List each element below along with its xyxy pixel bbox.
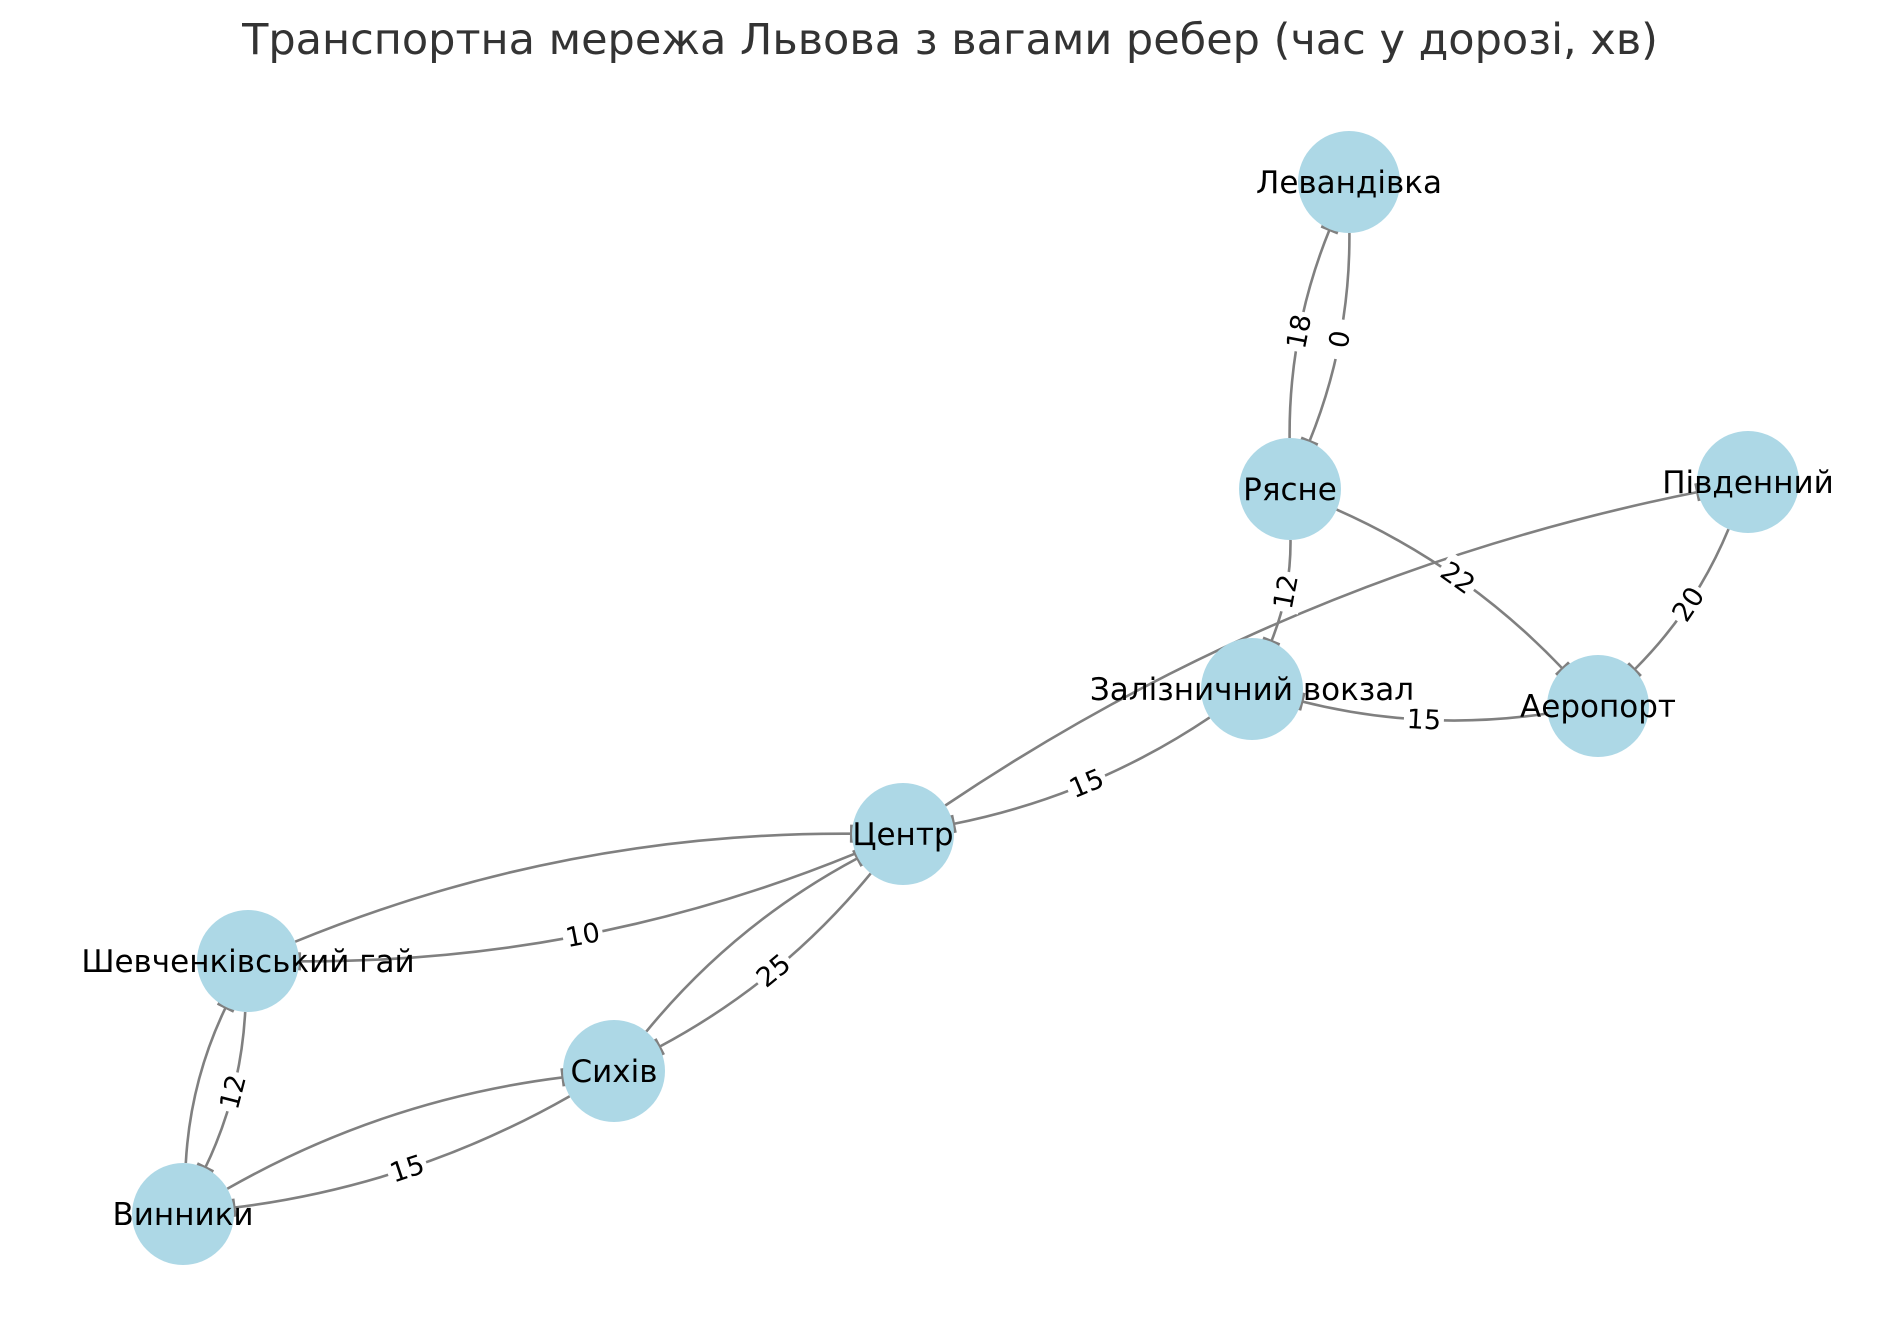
edge-weight-sykhiv-to-vynnyky: 15	[382, 1145, 432, 1191]
edge-weight-levandivka-to-riasne: 0	[1318, 316, 1360, 363]
node-label-vokzal: Залізничний вокзал	[1090, 672, 1414, 708]
edge-shevchenko-to-center	[294, 832, 853, 943]
node-label-pivdennyi: Південний	[1662, 465, 1834, 501]
node-label-sykhiv: Сихів	[570, 1054, 657, 1090]
edge-weight-vokzal-to-center: 15	[1061, 759, 1112, 807]
edge-weight-text: 15	[1406, 704, 1442, 737]
edge-weight-pivdennyi-to-airport: 20	[1662, 577, 1713, 630]
node-label-levandivka: Левандівка	[1256, 165, 1442, 201]
arrowhead-vokzal-to-center	[949, 814, 957, 834]
edge-weight-background	[1318, 316, 1360, 363]
edge-weight-text: 22	[1434, 556, 1480, 601]
edge-weight-riasne-to-vokzal: 12	[1264, 568, 1306, 615]
edge-weight-text: 12	[1268, 572, 1305, 612]
edge-weight-background	[1662, 577, 1713, 630]
node-riasne	[1239, 438, 1341, 540]
arrowhead-pivdennyi-to-airport	[1626, 662, 1642, 678]
edges-layer	[184, 223, 1730, 1217]
edge-vynnyky-to-sykhiv	[226, 1076, 564, 1190]
edge-weight-background	[382, 1145, 432, 1191]
edge-weight-background	[1277, 308, 1319, 355]
edge-center-to-pivdennyi	[944, 490, 1699, 807]
edge-weight-center-to-sykhiv: 25	[746, 944, 800, 996]
edge-weight-background	[1432, 551, 1485, 603]
edge-weight-text: 20	[1666, 582, 1711, 628]
node-vokzal	[1201, 638, 1303, 740]
edge-weight-airport-to-vokzal: 15	[1403, 700, 1445, 737]
node-vynnyky	[132, 1163, 234, 1265]
node-sykhiv	[563, 1020, 665, 1122]
node-levandivka	[1298, 131, 1400, 233]
node-label-airport: Аеропорт	[1520, 689, 1676, 725]
edge-weight-text: 0	[1323, 328, 1357, 351]
node-airport	[1547, 655, 1649, 757]
edge-weight-background	[559, 913, 606, 955]
arrowhead-airport-to-vokzal	[1297, 692, 1306, 711]
node-labels-layer: Левандівка Рясне Південний Залізничний вокз…	[81, 165, 1833, 1233]
edge-weight-text: 18	[1281, 312, 1318, 352]
edge-weight-text: 10	[563, 917, 603, 954]
edge-weight-background	[1264, 568, 1306, 615]
edge-weight-shevchenko-to-vynnyky: 12	[210, 1068, 254, 1116]
edge-weight-background	[210, 1068, 254, 1116]
edge-labels-layer: 18 0 22 20 12 15 15 10 25 15 12	[210, 308, 1713, 1191]
edge-weight-background	[1403, 700, 1445, 737]
node-shevchenko	[197, 910, 299, 1012]
edge-weight-center-to-shevchenko: 10	[559, 913, 606, 955]
node-center	[852, 783, 954, 885]
arrowhead-riasne-to-airport	[1555, 661, 1571, 677]
nodes-layer	[132, 131, 1799, 1265]
node-label-vynnyky: Винники	[113, 1197, 254, 1233]
node-pivdennyi	[1697, 431, 1799, 533]
edge-weight-background	[746, 944, 800, 996]
node-label-center: Центр	[852, 817, 953, 853]
edge-weight-background	[1061, 759, 1112, 807]
edge-sykhiv-to-center	[645, 856, 859, 1033]
node-label-shevchenko: Шевченківський гай	[81, 944, 414, 980]
edge-vynnyky-to-shevchenko	[184, 1006, 228, 1164]
diagram-title: Транспортна мережа Львова з вагами ребер…	[241, 15, 1658, 65]
edge-weight-riasne-to-levandivka: 18	[1277, 308, 1319, 355]
node-label-riasne: Рясне	[1243, 472, 1337, 508]
